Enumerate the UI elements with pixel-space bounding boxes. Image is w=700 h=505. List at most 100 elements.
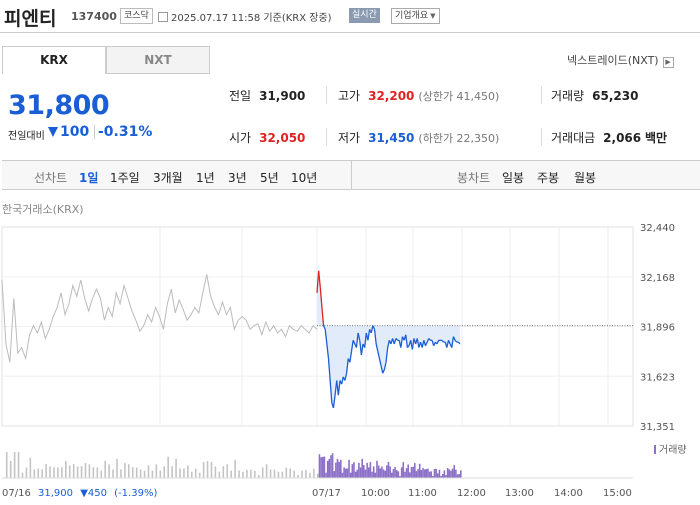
volume-bar xyxy=(301,470,303,478)
volume-legend: 거래량 xyxy=(654,444,687,456)
volume-bar xyxy=(435,468,437,478)
current-price: 31,800 xyxy=(8,90,110,121)
volume-bar xyxy=(230,470,232,478)
x-tick-label: 10:00 xyxy=(361,488,390,499)
volume-bar xyxy=(139,469,142,478)
prev-day-pct: (-1.39%) xyxy=(114,488,157,499)
candle-monthly[interactable]: 월봉 xyxy=(574,171,597,185)
today-line-segment xyxy=(395,338,399,341)
company-overview-button[interactable]: 기업개요 ▼ xyxy=(391,8,440,24)
calendar-icon xyxy=(158,12,168,22)
today-line-segment xyxy=(327,358,331,381)
prev-day-line xyxy=(1,274,318,363)
volume-bar xyxy=(218,471,221,478)
volume-bar xyxy=(112,469,114,478)
nextrade-link[interactable]: 넥스트레이드(NXT) ▶ xyxy=(567,52,674,68)
x-tick-label: 14:00 xyxy=(554,488,583,499)
volume-bar xyxy=(202,461,205,478)
period-1w[interactable]: 1주일 xyxy=(110,171,140,185)
volume-bar xyxy=(325,472,327,478)
info-label: 거래량 xyxy=(551,89,585,103)
volume-bar xyxy=(402,462,405,478)
volume-bar xyxy=(25,467,28,478)
volume-bar xyxy=(410,467,413,478)
info-trade-amount: 거래대금 2,066 백만 xyxy=(551,129,667,146)
volume-bar xyxy=(191,471,193,478)
volume-bar xyxy=(392,469,395,478)
base-time: 2025.07.17 11:58 기준(KRX 장중) xyxy=(158,9,332,24)
period-3y[interactable]: 3년 xyxy=(228,171,247,185)
change-percent: -0.31% xyxy=(98,124,153,140)
volume-bar xyxy=(343,467,345,478)
volume-bar xyxy=(451,468,454,478)
volume-bar xyxy=(92,467,95,478)
volume-bar xyxy=(128,464,130,478)
period-divider xyxy=(351,161,352,190)
volume-bar xyxy=(68,465,71,478)
info-label: 시가 xyxy=(229,131,252,145)
candle-weekly[interactable]: 주봉 xyxy=(537,171,560,185)
volume-bar xyxy=(420,470,423,478)
down-triangle-icon xyxy=(48,127,58,137)
volume-bar xyxy=(45,464,47,478)
change-separator xyxy=(94,125,95,139)
nextrade-link-label: 넥스트레이드(NXT) xyxy=(567,54,659,67)
volume-bar xyxy=(425,469,428,478)
info-value: 32,050 xyxy=(259,131,306,145)
line-chart-label: 선차트 xyxy=(34,171,68,185)
volume-bars xyxy=(2,452,633,479)
chart-lines xyxy=(1,270,461,409)
volume-bar xyxy=(344,468,347,478)
period-5y[interactable]: 5년 xyxy=(260,171,279,185)
volume-bar xyxy=(361,458,363,478)
divider xyxy=(326,128,327,146)
volume-bar xyxy=(37,468,40,478)
x-tick-label: 07/17 xyxy=(312,488,341,499)
volume-bar xyxy=(214,466,217,478)
base-time-text: 2025.07.17 11:58 기준(KRX 장중) xyxy=(171,13,332,24)
period-1y[interactable]: 1년 xyxy=(196,171,215,185)
x-tick-label: 11:00 xyxy=(408,488,437,499)
volume-bar xyxy=(49,466,51,478)
candle-daily[interactable]: 일봉 xyxy=(502,171,525,185)
volume-bar xyxy=(151,470,154,478)
volume-bar xyxy=(364,469,367,478)
volume-bar xyxy=(135,467,138,478)
info-label: 저가 xyxy=(338,131,361,145)
volume-bar xyxy=(395,470,398,478)
volume-bar xyxy=(206,461,209,478)
y-tick-label: 31,623 xyxy=(640,372,675,383)
today-line-segment xyxy=(367,329,371,341)
volume-bar xyxy=(183,468,185,478)
volume-bar xyxy=(386,465,388,478)
volume-bar xyxy=(21,472,24,478)
volume-bar xyxy=(120,469,122,478)
today-line-segment xyxy=(385,347,389,363)
volume-bar xyxy=(438,469,441,478)
volume-bar xyxy=(404,471,406,478)
exchange-label: 한국거래소(KRX) xyxy=(2,203,84,216)
info-value: 2,066 xyxy=(603,131,642,145)
period-3m[interactable]: 3개월 xyxy=(153,171,183,185)
volume-bar xyxy=(155,464,158,478)
volume-bar xyxy=(353,462,355,478)
info-open: 시가 32,050 xyxy=(229,129,305,146)
tab-krx[interactable]: KRX xyxy=(2,46,106,74)
today-line-segment xyxy=(345,358,349,374)
volume-bar xyxy=(407,464,410,478)
info-label: 거래대금 xyxy=(551,131,596,145)
volume-bar xyxy=(222,466,225,478)
x-tick-label: 12:00 xyxy=(457,488,486,499)
today-line-segment xyxy=(447,340,451,345)
realtime-button[interactable]: 실시간 xyxy=(349,8,380,23)
stock-code: 137400 xyxy=(71,10,117,23)
info-value: 31,450 xyxy=(368,131,415,145)
y-tick-label: 31,351 xyxy=(640,422,675,433)
period-10y[interactable]: 10년 xyxy=(291,171,318,185)
period-1d[interactable]: 1일 xyxy=(79,171,99,185)
volume-bar xyxy=(265,464,268,478)
volume-bar xyxy=(317,473,319,478)
tab-nxt[interactable]: NXT xyxy=(106,46,210,74)
volume-bar xyxy=(104,460,106,478)
info-sub: (하한가 22,350) xyxy=(418,132,500,145)
